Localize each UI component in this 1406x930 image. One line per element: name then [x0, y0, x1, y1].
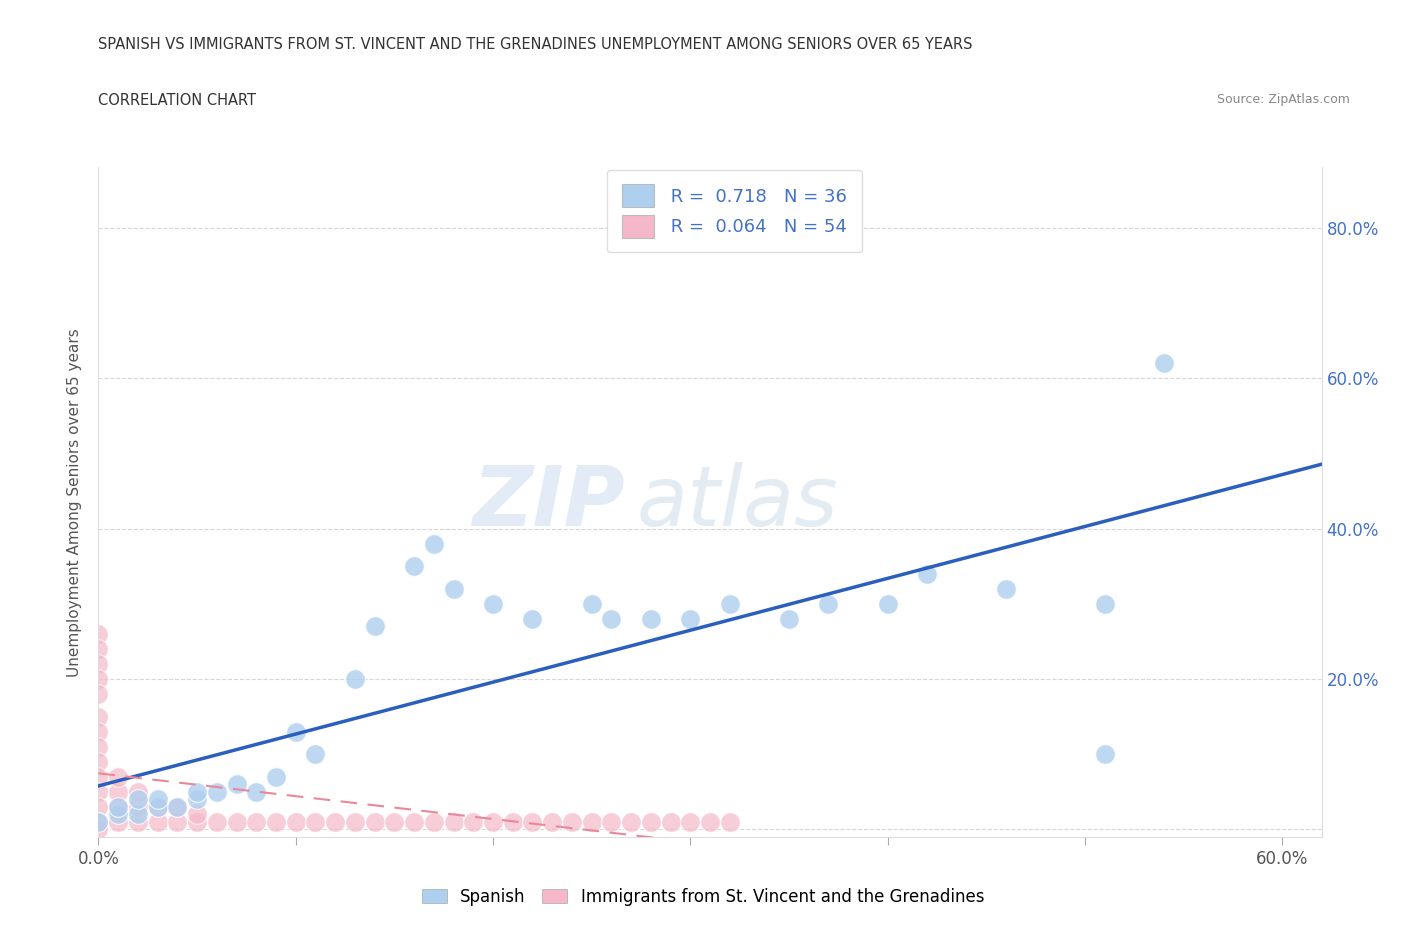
Point: [264, 815, 287, 830]
Point: [87, 710, 110, 724]
Point: [284, 724, 307, 739]
Point: [443, 581, 465, 596]
Text: CORRELATION CHART: CORRELATION CHART: [98, 93, 256, 108]
Point: [463, 815, 485, 830]
Point: [718, 596, 741, 611]
Point: [659, 815, 682, 830]
Point: [87, 642, 110, 657]
Point: [679, 611, 702, 626]
Point: [225, 815, 247, 830]
Point: [166, 815, 188, 830]
Point: [304, 815, 326, 830]
Point: [502, 815, 524, 830]
Point: [127, 784, 149, 799]
Point: [304, 747, 326, 762]
Point: [87, 627, 110, 642]
Point: [166, 800, 188, 815]
Point: [640, 815, 662, 830]
Point: [600, 815, 623, 830]
Point: [87, 815, 110, 830]
Point: [363, 618, 385, 633]
Point: [245, 784, 267, 799]
Point: [1153, 355, 1175, 370]
Point: [600, 611, 623, 626]
Point: [1094, 596, 1116, 611]
Point: [87, 815, 110, 830]
Point: [127, 800, 149, 815]
Point: [404, 559, 426, 574]
Point: [107, 800, 129, 815]
Point: [443, 815, 465, 830]
Point: [107, 815, 129, 830]
Point: [915, 566, 938, 581]
Text: Source: ZipAtlas.com: Source: ZipAtlas.com: [1216, 93, 1350, 106]
Point: [186, 807, 208, 822]
Text: ZIP: ZIP: [472, 461, 624, 543]
Point: [482, 815, 505, 830]
Point: [205, 784, 228, 799]
Point: [127, 807, 149, 822]
Point: [581, 596, 603, 611]
Text: atlas: atlas: [637, 461, 838, 543]
Point: [87, 769, 110, 784]
Point: [284, 815, 307, 830]
Point: [423, 815, 446, 830]
Point: [107, 807, 129, 822]
Point: [87, 800, 110, 815]
Point: [404, 815, 426, 830]
Point: [146, 792, 169, 807]
Point: [87, 671, 110, 686]
Point: [146, 800, 169, 815]
Point: [87, 822, 110, 837]
Point: [205, 815, 228, 830]
Point: [817, 596, 839, 611]
Point: [323, 815, 346, 830]
Point: [107, 784, 129, 799]
Y-axis label: Unemployment Among Seniors over 65 years: Unemployment Among Seniors over 65 years: [67, 328, 83, 677]
Point: [186, 784, 208, 799]
Point: [994, 581, 1017, 596]
Point: [107, 769, 129, 784]
Point: [264, 769, 287, 784]
Point: [423, 536, 446, 551]
Point: [107, 800, 129, 815]
Point: [620, 815, 643, 830]
Point: [482, 596, 505, 611]
Legend:  R =  0.718   N = 36,  R =  0.064   N = 54: R = 0.718 N = 36, R = 0.064 N = 54: [607, 170, 862, 252]
Point: [718, 815, 741, 830]
Point: [522, 815, 544, 830]
Point: [186, 815, 208, 830]
Point: [522, 611, 544, 626]
Point: [778, 611, 800, 626]
Point: [679, 815, 702, 830]
Point: [561, 815, 583, 830]
Point: [87, 657, 110, 671]
Point: [146, 800, 169, 815]
Legend: Spanish, Immigrants from St. Vincent and the Grenadines: Spanish, Immigrants from St. Vincent and…: [415, 881, 991, 912]
Point: [343, 671, 366, 686]
Point: [127, 792, 149, 807]
Point: [146, 815, 169, 830]
Point: [581, 815, 603, 830]
Point: [699, 815, 721, 830]
Point: [87, 784, 110, 799]
Point: [1094, 747, 1116, 762]
Point: [87, 739, 110, 754]
Point: [87, 724, 110, 739]
Point: [87, 754, 110, 769]
Point: [186, 792, 208, 807]
Point: [343, 815, 366, 830]
Point: [640, 611, 662, 626]
Point: [127, 815, 149, 830]
Point: [876, 596, 898, 611]
Point: [382, 815, 405, 830]
Point: [225, 777, 247, 791]
Point: [166, 800, 188, 815]
Point: [541, 815, 564, 830]
Text: SPANISH VS IMMIGRANTS FROM ST. VINCENT AND THE GRENADINES UNEMPLOYMENT AMONG SEN: SPANISH VS IMMIGRANTS FROM ST. VINCENT A…: [98, 37, 973, 52]
Point: [245, 815, 267, 830]
Point: [363, 815, 385, 830]
Point: [87, 686, 110, 701]
